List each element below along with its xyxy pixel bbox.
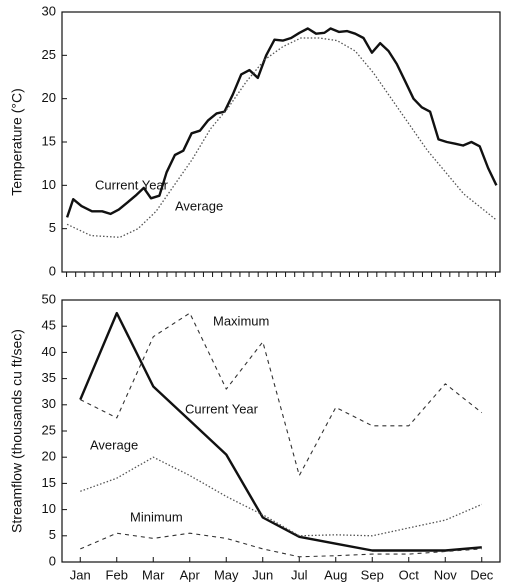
series-label: Average bbox=[175, 198, 223, 213]
x-tick-label: Apr bbox=[180, 567, 201, 582]
y-axis-label: Temperature (°C) bbox=[9, 88, 25, 196]
series-line bbox=[80, 312, 483, 477]
series-label: Current Year bbox=[95, 177, 169, 192]
series-line bbox=[79, 311, 482, 552]
x-tick-label: Dec bbox=[470, 567, 494, 582]
series-line bbox=[80, 456, 483, 537]
y-tick-label: 0 bbox=[49, 553, 56, 568]
y-tick-label: 20 bbox=[42, 449, 56, 464]
y-tick-label: 50 bbox=[42, 291, 56, 306]
series-label: Average bbox=[90, 437, 138, 452]
series-label: Current Year bbox=[185, 401, 259, 416]
series-label: Minimum bbox=[130, 509, 183, 524]
x-tick-label: Jan bbox=[70, 567, 91, 582]
plot-frame bbox=[61, 299, 501, 563]
y-tick-label: 5 bbox=[49, 220, 56, 235]
x-tick-label: Jun bbox=[252, 567, 273, 582]
series-line bbox=[65, 27, 498, 218]
y-tick-label: 5 bbox=[49, 527, 56, 542]
y-tick-label: 30 bbox=[42, 3, 56, 18]
x-tick-label: Feb bbox=[106, 567, 128, 582]
y-tick-label: 30 bbox=[42, 396, 56, 411]
y-tick-label: 35 bbox=[42, 370, 56, 385]
x-tick-label: Mar bbox=[142, 567, 165, 582]
x-tick-label: Jul bbox=[291, 567, 308, 582]
y-axis-label: Streamflow (thousands cu ft/sec) bbox=[9, 329, 25, 533]
y-tick-label: 15 bbox=[42, 133, 56, 148]
x-tick-label: Sep bbox=[361, 567, 384, 582]
y-tick-label: 40 bbox=[42, 344, 56, 359]
series-line bbox=[80, 532, 482, 558]
y-tick-label: 20 bbox=[42, 90, 56, 105]
series-label: Maximum bbox=[213, 313, 269, 328]
x-tick-label: May bbox=[214, 567, 239, 582]
series-line bbox=[66, 37, 497, 238]
x-tick-label: Nov bbox=[434, 567, 458, 582]
y-tick-label: 25 bbox=[42, 47, 56, 62]
x-tick-label: Aug bbox=[324, 567, 347, 582]
x-tick-label: Oct bbox=[399, 567, 420, 582]
y-tick-label: 15 bbox=[42, 475, 56, 490]
y-tick-label: 0 bbox=[49, 263, 56, 278]
y-tick-label: 10 bbox=[42, 501, 56, 516]
y-tick-label: 45 bbox=[42, 318, 56, 333]
y-tick-label: 25 bbox=[42, 422, 56, 437]
y-tick-label: 10 bbox=[42, 177, 56, 192]
